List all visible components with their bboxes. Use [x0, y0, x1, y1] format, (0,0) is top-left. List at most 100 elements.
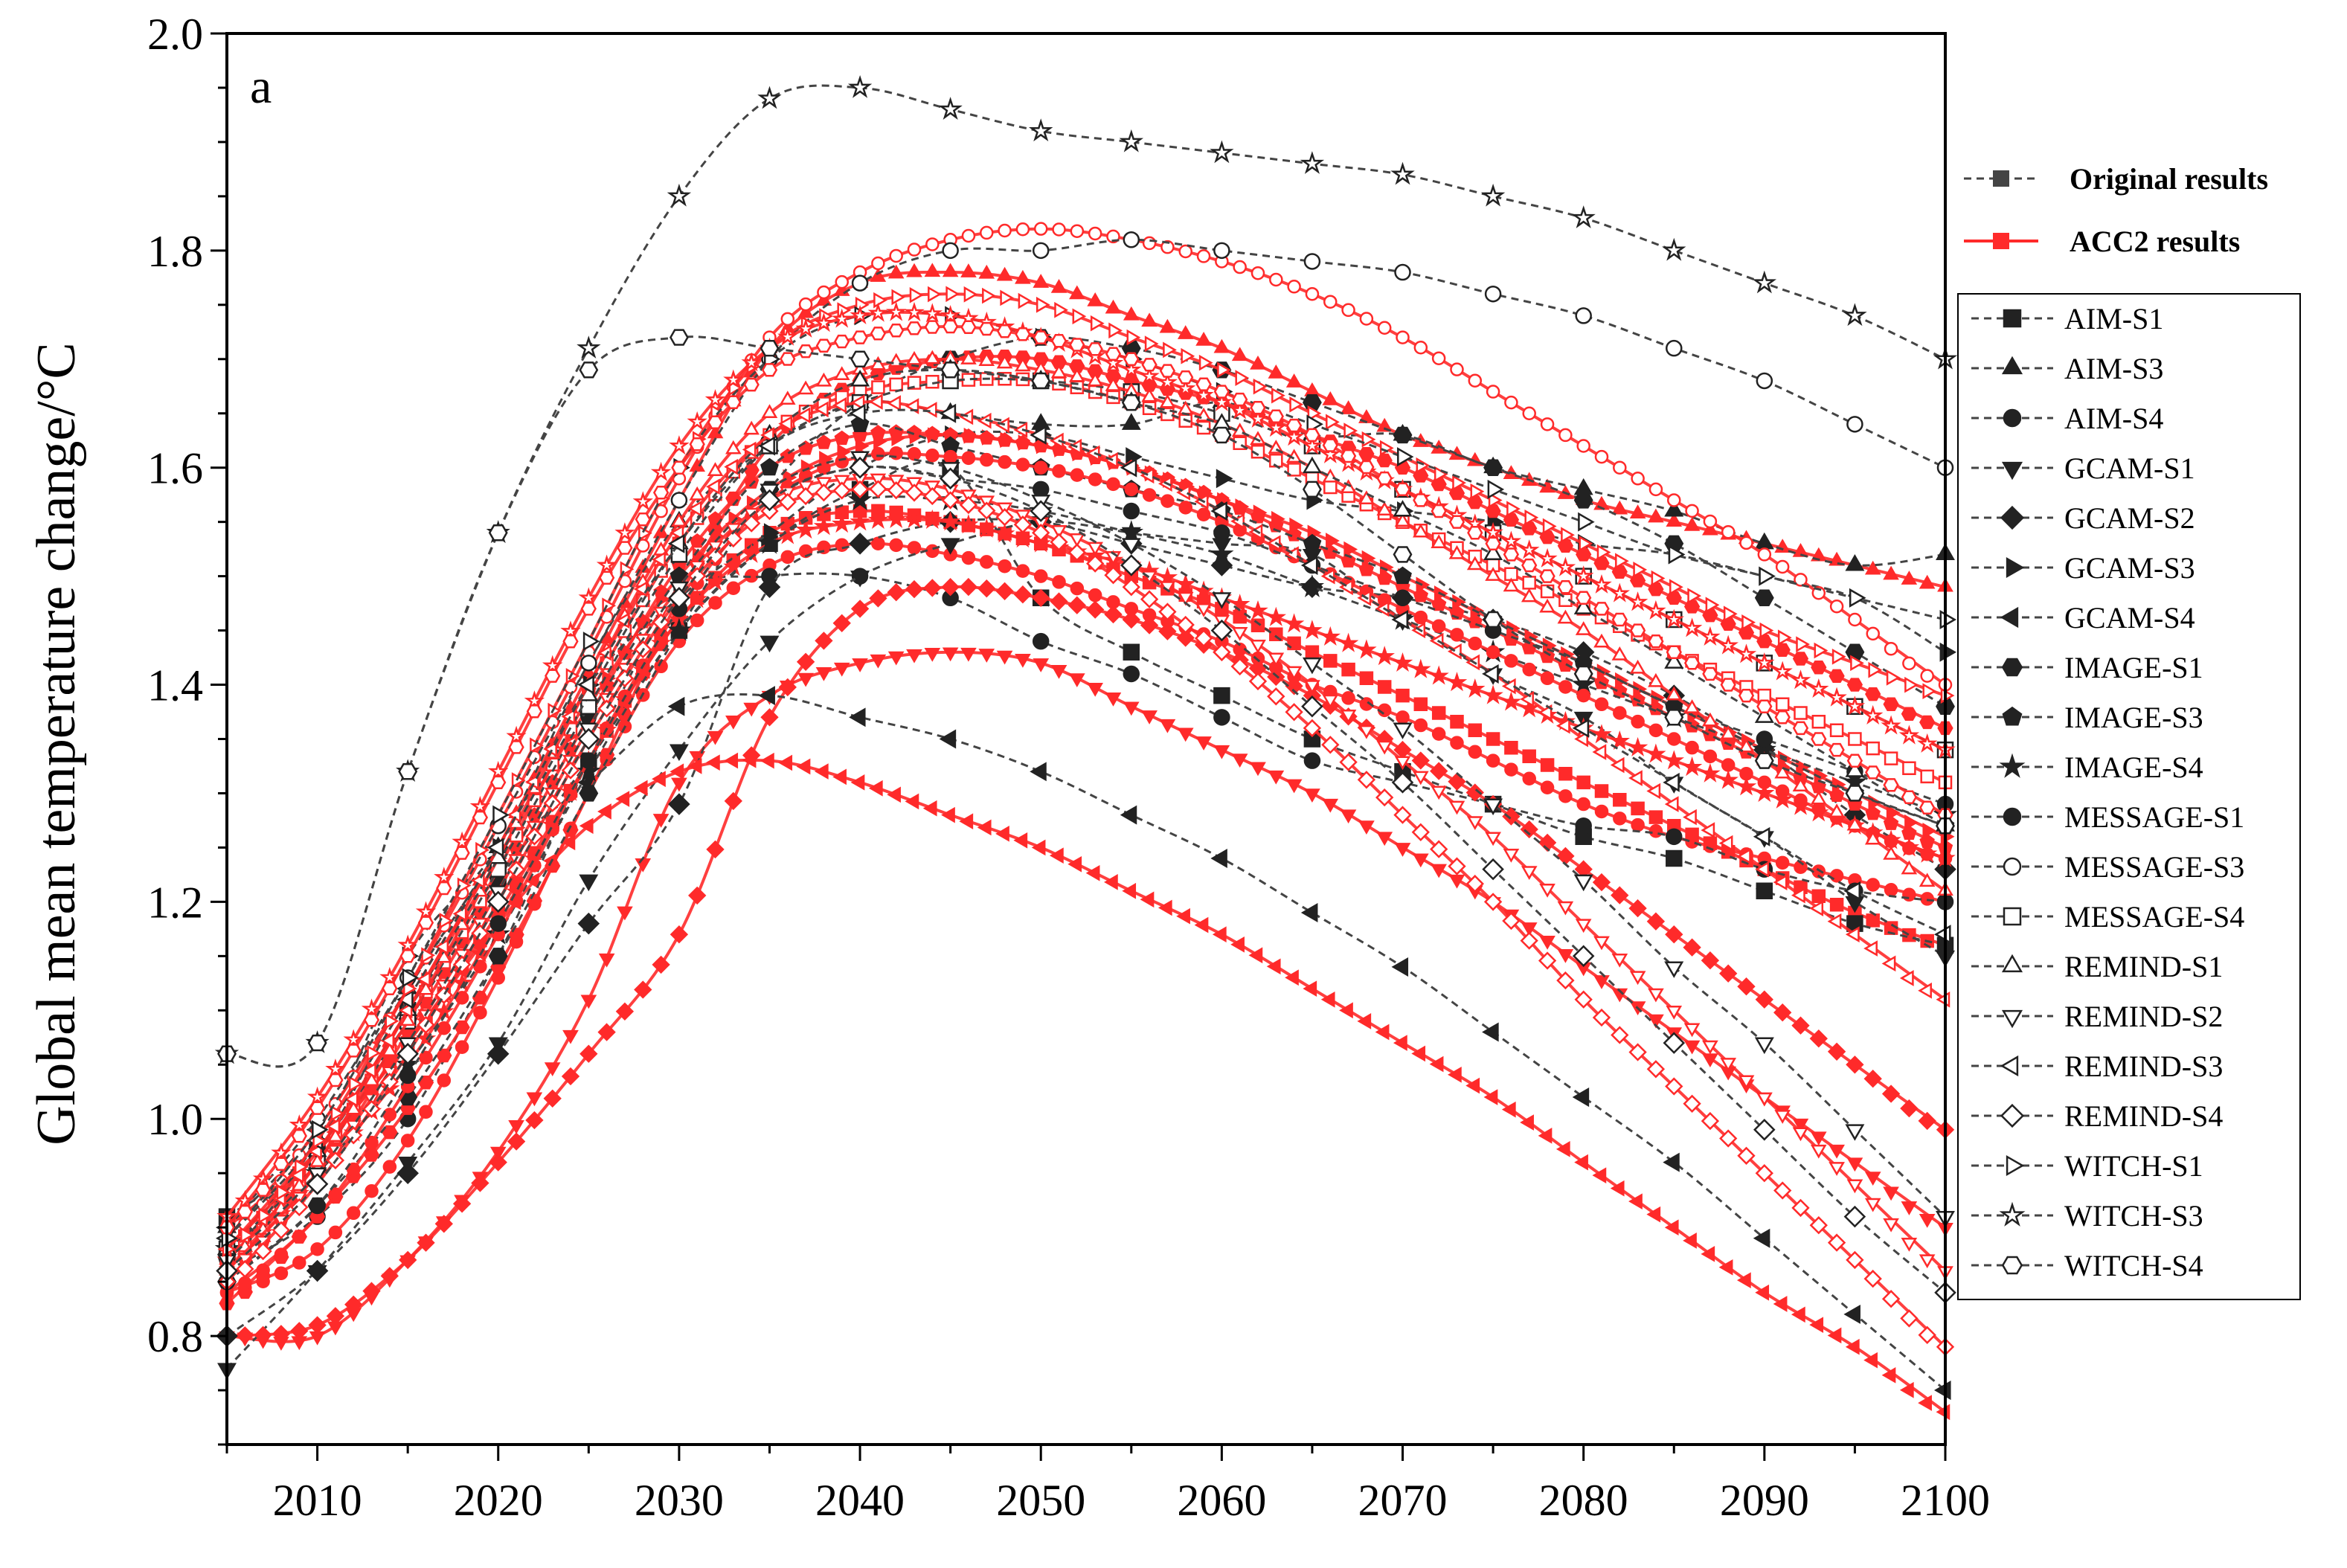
acc2-point-aim-s4 [1631, 817, 1645, 832]
acc2-point-gcam-s2 [507, 1132, 526, 1151]
original-point-remind-s4 [1663, 1032, 1686, 1054]
acc2-point-message-s3 [1631, 472, 1645, 486]
acc2-point-image-s4 [1446, 672, 1468, 692]
y-tick-label: 1.2 [147, 878, 203, 927]
original-point-gcam-s4 [1933, 1381, 1951, 1401]
acc2-point-witch-s4 [363, 1013, 380, 1027]
acc2-point-gcam-s2 [308, 1316, 327, 1334]
acc2-point-remind-s3 [362, 1062, 376, 1079]
acc2-point-aim-s4 [708, 596, 722, 610]
acc2-point-message-s3 [1721, 525, 1736, 539]
original-point-remind-s1 [1664, 652, 1684, 669]
acc2-point-message-s3 [1486, 385, 1500, 399]
original-point-remind-s3 [1120, 457, 1137, 478]
acc2-point-image-s1 [417, 1075, 434, 1090]
acc2-point-message-s1 [1775, 784, 1790, 798]
acc2-point-witch-s4 [1159, 364, 1176, 378]
acc2-point-remind-s4 [1339, 753, 1358, 771]
acc2-point-remind-s1 [996, 354, 1013, 369]
acc2-point-gcam-s4 [1357, 1013, 1372, 1029]
acc2-point-message-s1 [1468, 636, 1483, 651]
original-point-message-s1 [580, 752, 597, 769]
acc2-point-gcam-s1 [1648, 1014, 1664, 1029]
acc2-point-gcam-s4 [760, 752, 774, 769]
acc2-point-gcam-s1 [1539, 935, 1555, 950]
acc2-point-remind-s4 [1086, 554, 1105, 573]
acc2-point-witch-s4 [545, 669, 561, 683]
acc2-point-witch-s1 [1253, 378, 1268, 395]
acc2-point-remind-s3 [687, 501, 702, 517]
acc2-point-aim-s4 [1486, 754, 1500, 768]
acc2-point-message-s3 [1848, 612, 1862, 627]
acc2-point-remind-s1 [1105, 376, 1122, 391]
acc2-point-remind-s1 [1485, 567, 1501, 581]
original-point-aim-s3 [1121, 413, 1141, 430]
acc2-point-witch-s4 [1576, 591, 1592, 605]
acc2-point-remind-s2 [1050, 524, 1067, 539]
acc2-point-aim-s4 [1558, 789, 1573, 803]
acc2-point-image-s3 [1250, 509, 1266, 524]
acc2-point-message-s3 [1576, 439, 1590, 453]
acc2-point-message-s3 [1468, 373, 1483, 388]
acc2-point-image-s3 [1558, 657, 1573, 672]
acc2-point-remind-s4 [995, 508, 1014, 527]
original-point-remind-s4 [306, 1173, 329, 1195]
acc2-point-gcam-s2 [1881, 1085, 1901, 1103]
original-point-remind-s3 [1572, 718, 1590, 738]
series-witch-s1 [221, 286, 1956, 1258]
acc2-point-gcam-s4 [1574, 1154, 1588, 1171]
acc2-point-aim-s3 [960, 263, 977, 277]
original-point-remind-s2 [1664, 961, 1684, 978]
original-point-remind-s2 [1121, 538, 1141, 555]
original-point-remind-s3 [1663, 772, 1680, 792]
acc2-point-remind-s4 [724, 529, 742, 548]
acc2-point-remind-s4 [1918, 1326, 1936, 1344]
acc2-point-image-s3 [1431, 596, 1447, 611]
acc2-point-witch-s4 [1195, 377, 1212, 391]
acc2-point-message-s3 [961, 228, 976, 243]
acc2-point-remind-s1 [906, 350, 922, 365]
acc2-point-witch-s3 [1754, 652, 1775, 672]
acc2-point-image-s1 [1105, 369, 1122, 383]
acc2-point-gcam-s2 [977, 579, 996, 598]
acc2-point-gcam-s4 [1429, 1055, 1444, 1073]
original-point-aim-s1 [1846, 915, 1863, 932]
acc2-point-witch-s1 [1796, 636, 1811, 652]
acc2-point-remind-s3 [1574, 730, 1588, 748]
acc2-point-remind-s1 [978, 352, 995, 367]
acc2-point-remind-s4 [290, 1198, 309, 1217]
original-point-image-s4 [1210, 542, 1234, 565]
acc2-point-remind-s2 [1846, 1179, 1863, 1194]
acc2-point-gcam-s2 [579, 1044, 598, 1063]
acc2-point-witch-s4 [652, 485, 670, 500]
acc2-point-remind-s4 [597, 699, 616, 718]
acc2-point-remind-s1 [1340, 479, 1357, 494]
acc2-point-remind-s1 [1539, 598, 1555, 613]
acc2-point-image-s3 [906, 425, 922, 440]
acc2-point-message-s3 [1884, 642, 1898, 656]
acc2-point-image-s3 [1377, 570, 1393, 585]
acc2-point-witch-s1 [1126, 329, 1141, 346]
acc2-point-gcam-s1 [1304, 788, 1320, 803]
acc2-point-gcam-s4 [1339, 1002, 1353, 1019]
acc2-point-witch-s4 [526, 704, 543, 719]
acc2-point-witch-s4 [689, 437, 705, 452]
original-point-witch-s4 [940, 362, 960, 379]
original-point-remind-s4 [1482, 858, 1504, 881]
acc2-point-witch-s4 [1485, 536, 1501, 551]
acc2-point-aim-s1 [1359, 671, 1374, 686]
acc2-point-image-s4 [1663, 750, 1685, 770]
acc2-point-message-s3 [1757, 547, 1772, 562]
acc2-point-remind-s4 [1213, 643, 1231, 661]
acc2-point-witch-s1 [1904, 676, 1919, 693]
acc2-point-remind-s1 [815, 372, 832, 387]
acc2-point-gcam-s4 [1230, 936, 1245, 953]
acc2-point-image-s4 [1012, 528, 1033, 548]
acc2-point-gcam-s2 [417, 1233, 435, 1252]
original-point-remind-s4 [668, 587, 690, 609]
acc2-point-witch-s3 [1248, 408, 1268, 428]
acc2-point-witch-s3 [1193, 384, 1214, 405]
acc2-point-remind-s1 [870, 356, 887, 370]
acc2-series-remind-s4 [217, 480, 1955, 1356]
acc2-point-gcam-s3 [1361, 550, 1376, 567]
